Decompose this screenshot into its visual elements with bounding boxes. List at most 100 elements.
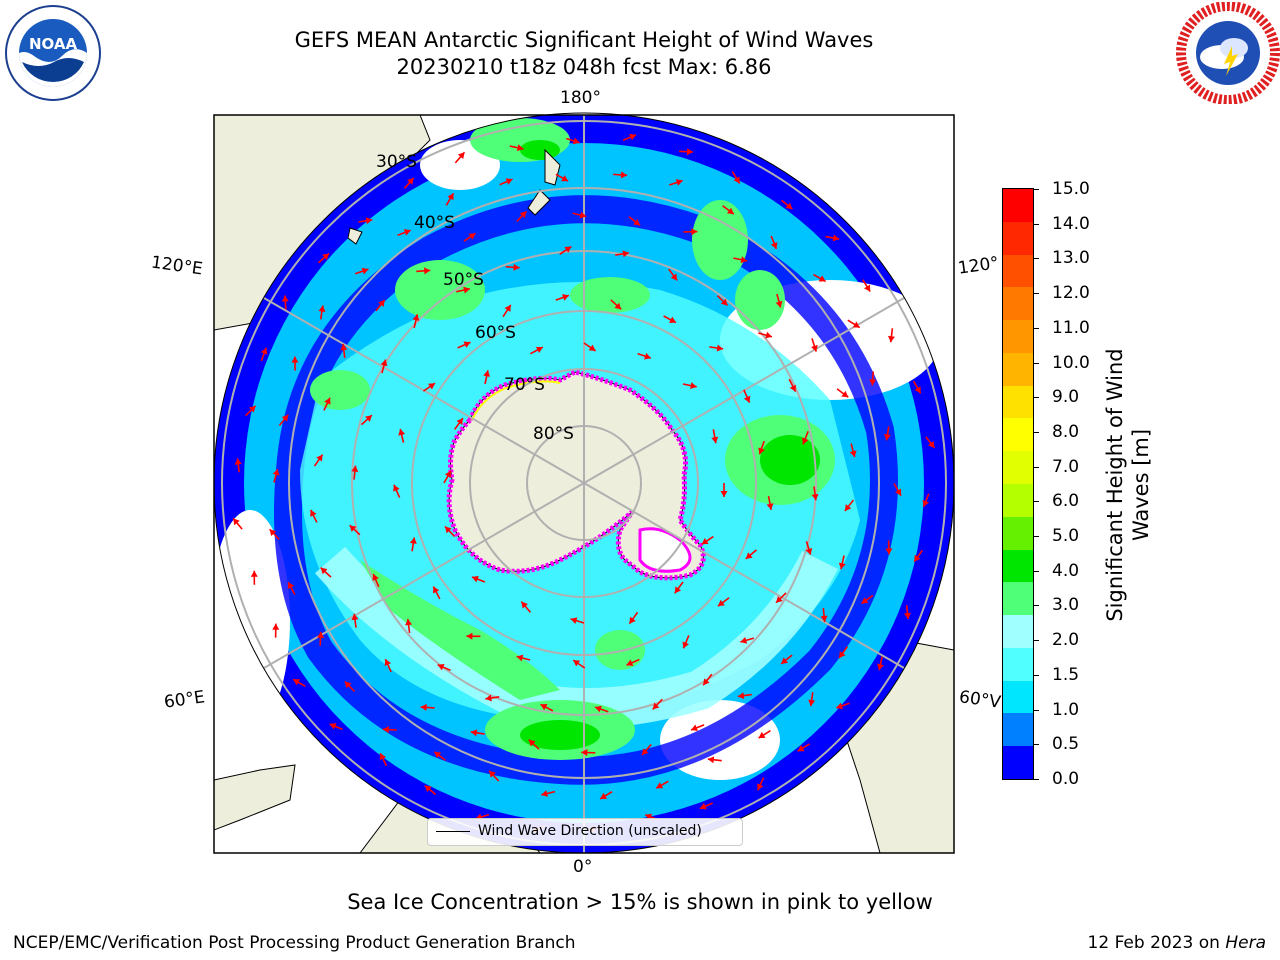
colorbar-tick-label: 11.0 <box>1052 317 1090 338</box>
colorbar-tick-label: 13.0 <box>1052 248 1090 269</box>
wave-direction-arrowhead <box>914 386 921 394</box>
wave-direction-arrowhead <box>372 573 379 581</box>
wave-direction-arrowhead <box>579 211 587 219</box>
wave-direction-arrowhead <box>468 233 476 240</box>
wave-direction-arrowhead <box>250 570 258 577</box>
wave-direction-arrowhead <box>922 499 930 507</box>
wave-direction-arrowhead <box>801 437 809 445</box>
wave-direction-arrowhead <box>471 575 479 583</box>
nws-logo <box>1176 2 1280 104</box>
wave-direction-arrowhead <box>765 331 772 339</box>
colorbar-segment <box>1003 746 1033 780</box>
wave-direction-arrowhead <box>691 724 698 732</box>
wave-direction-arrowhead <box>293 679 301 686</box>
wave-direction-arrowhead <box>437 663 445 671</box>
wave-direction-arrowhead <box>789 384 796 392</box>
wave-direction-arrowhead <box>701 538 709 545</box>
wave-direction-arrowhead <box>600 792 608 799</box>
map-frame <box>213 114 955 854</box>
wave-direction-arrowhead <box>521 601 528 609</box>
wave-direction-arrowhead <box>645 813 653 821</box>
wave-direction-arrowhead <box>483 370 491 377</box>
colorbar-tick-label: 1.5 <box>1052 664 1080 685</box>
wave-direction-arrowhead <box>365 217 373 225</box>
colorbar-segment <box>1003 320 1033 354</box>
wave-direction-arrowhead <box>444 470 451 478</box>
colorbar-tick-label: 3.0 <box>1052 595 1080 616</box>
colorbar-segment <box>1003 549 1033 583</box>
wave-direction-arrowhead <box>633 218 641 226</box>
wave-direction-arrowhead <box>674 586 682 594</box>
wave-direction-arrowhead <box>424 785 432 793</box>
lat-label-80s: 80°S <box>533 424 574 444</box>
wave-direction-arrowhead <box>622 250 629 258</box>
wave-direction-arrowhead <box>691 228 698 236</box>
lat-label-40s: 40°S <box>414 213 455 233</box>
wave-direction-arrowhead <box>380 359 388 367</box>
wave-direction-arrowhead <box>877 663 884 671</box>
wave-direction-arrowhead <box>540 704 548 711</box>
wave-direction-arrowhead <box>409 537 417 544</box>
colorbar-tick-label: 4.0 <box>1052 560 1080 581</box>
wave-direction-arrowhead <box>463 286 470 294</box>
wave-direction-arrowhead <box>316 454 323 462</box>
wave-direction-arrowhead <box>743 395 751 403</box>
colorbar-tick-label: 15.0 <box>1052 179 1090 199</box>
colorbar-tick-label: 8.0 <box>1052 421 1080 442</box>
wave-direction-arrowhead <box>745 552 753 559</box>
colorbar-tick-label: 14.0 <box>1052 213 1090 234</box>
land-new-zealand <box>527 148 561 216</box>
sea-ice-footnote: Sea Ice Concentration > 15% is shown in … <box>347 890 933 914</box>
wave-direction-arrowhead <box>340 344 348 351</box>
wave-direction-arrowhead <box>894 488 902 496</box>
colorbar-tick <box>1033 779 1039 780</box>
wave-direction-arrowhead <box>841 390 849 398</box>
wave-direction-arrowhead <box>403 229 411 236</box>
colorbar-segment <box>1003 254 1033 288</box>
wave-direction-arrowhead <box>629 616 636 624</box>
wave-direction-arrowhead <box>588 344 596 351</box>
wave-direction-arrowhead <box>737 692 745 700</box>
lat-label-50s: 50°S <box>443 270 484 290</box>
wave-direction-arrowhead <box>379 753 387 761</box>
colorbar-tick-label: 6.0 <box>1052 491 1080 512</box>
wave-direction-arrowhead <box>707 756 715 764</box>
wave-direction-arrowhead <box>656 782 664 789</box>
colorbar-tick <box>1033 223 1039 225</box>
colorbar-tick <box>1033 189 1039 190</box>
wave-direction-arrowhead <box>852 321 860 328</box>
colorbar-segment <box>1003 189 1033 223</box>
wave-direction-arrowhead <box>758 447 765 455</box>
colorbar-segment <box>1003 713 1033 747</box>
wave-direction-arrowhead <box>652 702 660 710</box>
wave-direction-arrowhead <box>781 657 789 664</box>
wave-direction-arrowhead <box>361 267 369 275</box>
wave-direction-arrowhead <box>690 382 697 390</box>
wave-direction-arrowhead <box>398 428 406 436</box>
wave-direction-arrowhead <box>887 335 895 343</box>
wave-direction-arrowhead <box>420 703 427 711</box>
wave-direction-arrowhead <box>457 152 465 160</box>
wave-direction-arrowhead <box>466 632 473 640</box>
colorbar-tick <box>1033 258 1039 260</box>
colorbar-segment <box>1003 615 1033 649</box>
wave-direction-arrowhead <box>234 458 242 465</box>
wave-direction-arrowhead <box>885 548 893 555</box>
wave-direction-arrowhead <box>384 659 392 667</box>
colorbar-tick <box>1033 640 1039 642</box>
colorbar-segment <box>1003 385 1033 420</box>
wave-direction-arrowhead <box>811 493 819 501</box>
colorbar-tick <box>1033 536 1039 538</box>
colorbar-tick <box>1033 674 1039 676</box>
wave-direction-arrowhead <box>581 749 588 757</box>
wave-direction-arrowhead <box>839 651 846 659</box>
wave-direction-arrowhead <box>516 654 524 662</box>
map-title: GEFS MEAN Antarctic Significant Height o… <box>294 28 874 52</box>
wave-direction-arrowhead <box>349 525 357 532</box>
wave-direction-arrowhead <box>733 176 740 184</box>
noaa-logo: NOAA <box>5 5 101 101</box>
wave-direction-arrowhead <box>535 346 543 354</box>
wave-direction-arrowhead <box>928 441 935 448</box>
wave-direction-arrowhead <box>485 694 492 702</box>
colorbar-segment <box>1003 352 1033 387</box>
